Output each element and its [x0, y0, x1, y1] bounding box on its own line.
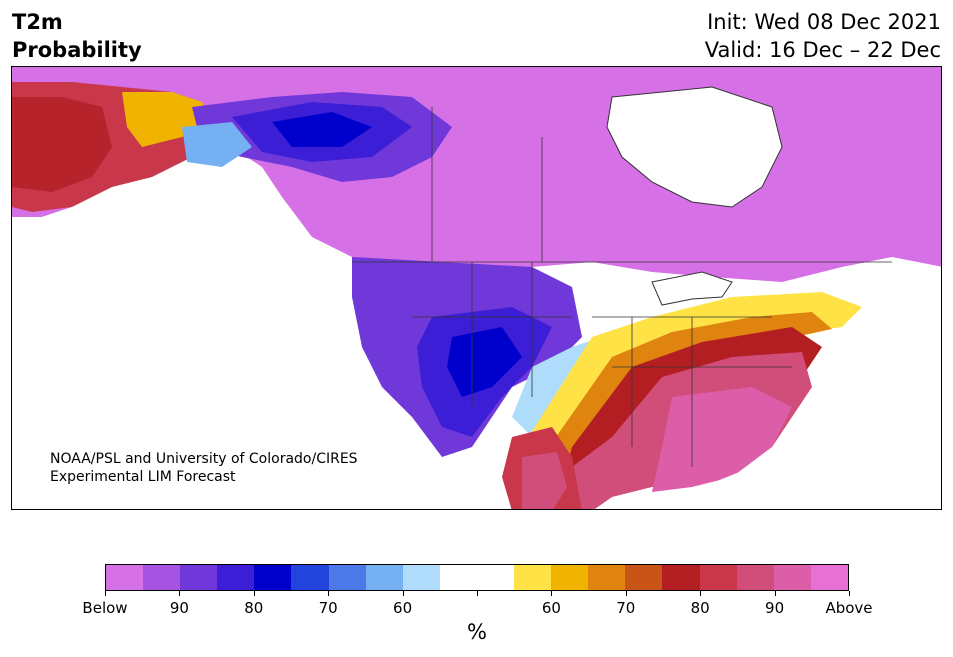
- colorbar-segment: [773, 565, 811, 590]
- colorbar-segment: [143, 565, 181, 590]
- colorbar-tick-label: 60: [393, 599, 413, 617]
- credit-line2: Experimental LIM Forecast: [50, 469, 236, 485]
- colorbar-segment: [217, 565, 255, 590]
- valid-range: Valid: 16 Dec – 22 Dec: [704, 38, 941, 62]
- cold-center-north: [272, 112, 372, 147]
- credit-line1: NOAA/PSL and University of Colorado/CIRE…: [50, 451, 358, 467]
- title-line2: Probability: [12, 38, 142, 62]
- title-line1: T2m: [12, 10, 63, 34]
- southwest-core: [447, 327, 522, 397]
- colorbar-tick-mark: [402, 591, 404, 596]
- credit-text: NOAA/PSL and University of Colorado/CIRE…: [50, 450, 358, 486]
- colorbar-segment: [180, 565, 218, 590]
- colorbar-tick-label: 90: [169, 599, 189, 617]
- colorbar-tick-mark: [477, 591, 478, 596]
- colorbar-tick-mark: [105, 591, 106, 596]
- colorbar-segment: [476, 565, 515, 590]
- map-panel: NOAA/PSL and University of Colorado/CIRE…: [11, 66, 942, 510]
- colorbar-tick-mark: [774, 591, 776, 596]
- colorbar-segment: [328, 565, 366, 590]
- colorbar-tick-mark: [849, 591, 850, 596]
- alaska-warm-core: [12, 97, 112, 192]
- colorbar-segment: [736, 565, 774, 590]
- colorbar-segment: [588, 565, 626, 590]
- colorbar-segment: [662, 565, 700, 590]
- great-lakes: [651, 271, 733, 306]
- hudson-bay: [606, 86, 783, 208]
- southeast-pink: [652, 387, 792, 492]
- colorbar-tick-mark: [328, 591, 330, 596]
- pacific-ocean: [12, 167, 481, 509]
- colorbar-tick-mark: [700, 591, 702, 596]
- colorbar-segment: [106, 565, 144, 590]
- colorbar-segment: [625, 565, 663, 590]
- map-title: T2m Probability: [12, 8, 142, 64]
- colorbar-tick-label: Below: [82, 599, 128, 617]
- colorbar-segment: [402, 565, 440, 590]
- colorbar-tick-mark: [625, 591, 627, 596]
- colorbar-segment: [291, 565, 329, 590]
- colorbar-segment: [551, 565, 589, 590]
- colorbar-segment: [699, 565, 737, 590]
- colorbar-segment: [439, 565, 477, 590]
- colorbar-segment: [514, 565, 552, 590]
- colorbar-segment: [365, 565, 403, 590]
- colorbar-unit: %: [467, 620, 487, 644]
- colorbar-tick-label: 90: [765, 599, 785, 617]
- colorbar-tick-label: 60: [541, 599, 561, 617]
- forecast-info: Init: Wed 08 Dec 2021 Valid: 16 Dec – 22…: [705, 8, 941, 64]
- colorbar-segment: [254, 565, 292, 590]
- colorbar-tick-label: 80: [244, 599, 264, 617]
- colorbar-tick-label: 80: [690, 599, 710, 617]
- colorbar-tick-label: 70: [318, 599, 338, 617]
- colorbar-tick-label: Above: [825, 599, 873, 617]
- colorbar-tick-mark: [179, 591, 181, 596]
- gulf-atlantic: [617, 317, 941, 509]
- colorbar-tick-mark: [551, 591, 553, 596]
- alaska-light: [182, 122, 252, 167]
- init-date: Init: Wed 08 Dec 2021: [707, 10, 941, 34]
- borders: [352, 107, 892, 467]
- mexico-core: [522, 452, 567, 509]
- probability-map: [12, 67, 941, 509]
- colorbar-tick-mark: [253, 591, 255, 596]
- colorbar-segment: [810, 565, 848, 590]
- colorbar-tick-label: 70: [616, 599, 636, 617]
- colorbar: [105, 564, 849, 591]
